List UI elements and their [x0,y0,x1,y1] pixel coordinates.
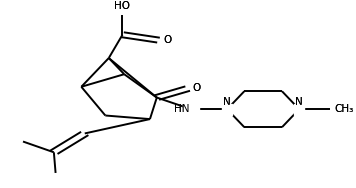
Bar [294,104,304,115]
Text: CH₃: CH₃ [334,104,354,114]
Text: HN: HN [174,104,189,114]
Text: HO: HO [115,1,131,11]
Text: N: N [223,96,231,107]
Text: O: O [193,83,201,93]
Text: HN: HN [174,104,189,114]
Text: N: N [223,96,231,107]
Text: N: N [295,96,303,107]
Text: N: N [295,96,303,107]
Text: CH₃: CH₃ [334,104,354,114]
Bar [183,104,199,114]
Text: HO: HO [115,1,131,11]
Text: O: O [164,35,172,45]
Text: O: O [193,83,201,93]
Text: O: O [164,35,172,45]
Bar [222,104,232,115]
